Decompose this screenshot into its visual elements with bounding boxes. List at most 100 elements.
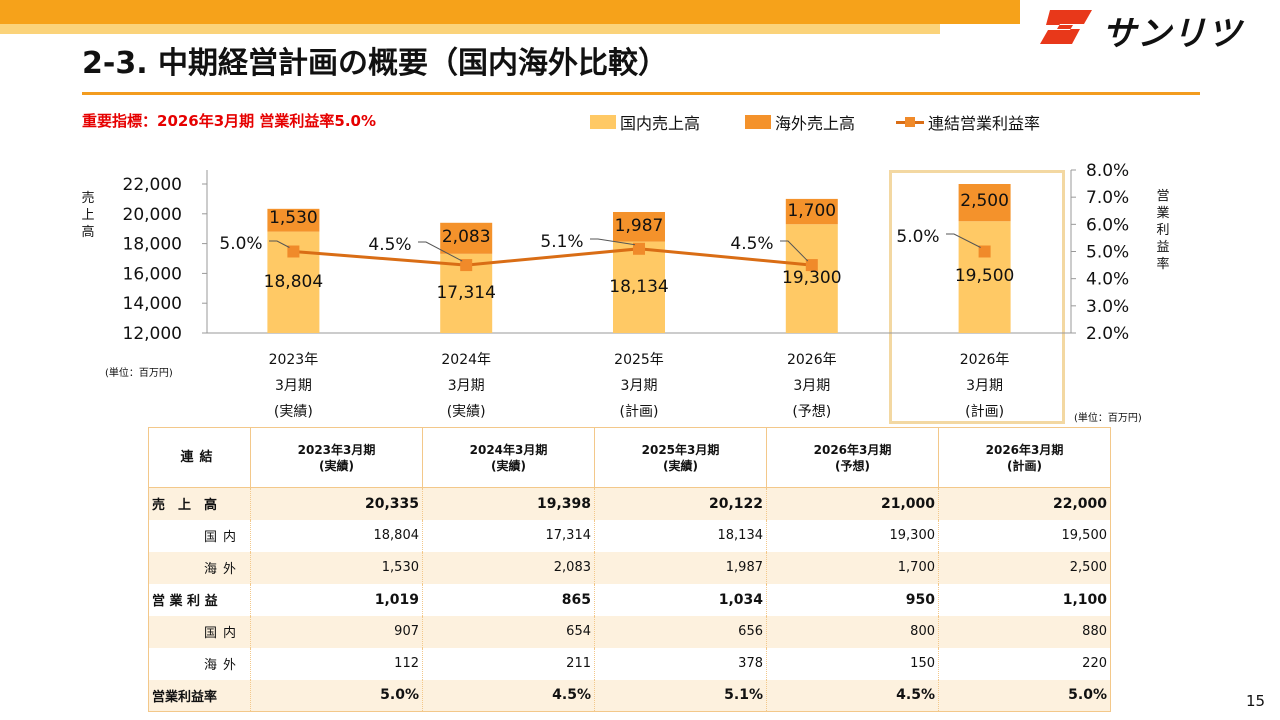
x-tick-label: 2023年 (269, 352, 319, 368)
x-tick-label: (実績) (274, 404, 313, 420)
table-cell: 865 (422, 583, 595, 616)
margin-line (293, 247, 812, 267)
y2-tick-label: 4.0% (1086, 270, 1129, 290)
data-label-overseas: 2,500 (960, 191, 1009, 211)
table-cell: 1,100 (938, 583, 1111, 616)
row-label: 営業利益率 (148, 679, 251, 712)
data-label-margin: 5.0% (896, 227, 939, 247)
y2-tick-label: 6.0% (1086, 215, 1129, 235)
legend-swatch-domestic (590, 115, 616, 129)
table-cell: 654 (422, 615, 595, 648)
col-header-status: (実績) (663, 458, 698, 473)
table-cell: 20,335 (250, 487, 423, 520)
table-cell: 5.1% (594, 679, 767, 712)
x-tick-label: 3月期 (448, 378, 485, 394)
key-indicator-text: 重要指標：2026年3月期 営業利益率5.0% (82, 112, 377, 130)
data-label-overseas: 1,987 (615, 216, 664, 236)
table-cell: 19,300 (766, 519, 939, 552)
chart-unit-right: (単位：百万円) (1074, 413, 1142, 424)
table-cell: 2,083 (422, 551, 595, 584)
margin-leader-line (780, 240, 809, 262)
y2-tick-label: 3.0% (1086, 297, 1129, 317)
x-tick-label: 2026年 (960, 352, 1010, 368)
table-row: 国内 18,804 17,314 18,134 19,300 19,500 (148, 519, 1111, 552)
table-cell: 17,314 (422, 519, 595, 552)
y-tick-label: 12,000 (123, 324, 182, 344)
table-cell: 4.5% (422, 679, 595, 712)
y-axis-label-right: 営業利益率 (1156, 189, 1170, 272)
table-col-header: 2025年3月期 (実績) (594, 427, 767, 488)
x-tick-label: 2025年 (614, 352, 664, 368)
table-corner-label: 連結 (148, 427, 251, 488)
col-header-period: 2026年3月期 (813, 442, 892, 457)
margin-marker (460, 259, 473, 272)
legend-domestic: 国内売上高 (590, 110, 700, 134)
x-tick-label: 2026年 (787, 352, 837, 368)
table-row: 売 上 高 20,335 19,398 20,122 21,000 22,000 (148, 487, 1111, 520)
legend-margin: 連結営業利益率 (896, 110, 1040, 134)
table-cell: 19,398 (422, 487, 595, 520)
table-cell: 211 (422, 647, 595, 680)
margin-marker (805, 259, 818, 272)
data-label-domestic: 18,134 (609, 277, 668, 297)
margin-leader-line (269, 240, 290, 248)
y2-tick-label: 5.0% (1086, 243, 1129, 263)
data-label-overseas: 2,083 (442, 227, 491, 247)
row-label: 海外 (148, 551, 251, 584)
x-tick-label: (計画) (965, 404, 1004, 420)
table-cell: 21,000 (766, 487, 939, 520)
col-header-period: 2025年3月期 (641, 442, 720, 457)
bar-domestic (785, 224, 838, 333)
table-cell: 950 (766, 583, 939, 616)
col-header-status: (実績) (491, 458, 526, 473)
top-accent-bar-light (0, 24, 940, 34)
data-label-domestic: 19,300 (782, 268, 841, 288)
table-cell: 880 (938, 615, 1111, 648)
row-label: 海外 (148, 647, 251, 680)
table-row: 営業利益率 5.0% 4.5% 5.1% 4.5% 5.0% (148, 679, 1111, 712)
y-tick-label: 16,000 (123, 264, 182, 284)
x-tick-label: 3月期 (275, 378, 312, 394)
bar-domestic (613, 241, 665, 333)
x-tick-label: (計画) (620, 404, 659, 420)
x-tick-label: 3月期 (621, 378, 658, 394)
data-label-domestic: 18,804 (264, 272, 323, 292)
margin-marker (978, 245, 991, 258)
top-accent-bar (0, 0, 1020, 24)
table-cell: 5.0% (250, 679, 423, 712)
company-logo: サンリツ (1040, 6, 1265, 54)
bar-overseas (958, 184, 1011, 222)
table-row: 海外 1,530 2,083 1,987 1,700 2,500 (148, 551, 1111, 584)
data-label-overseas: 1,530 (269, 208, 318, 228)
highlight-box-plan (889, 170, 1065, 424)
x-tick-label: 3月期 (966, 378, 1003, 394)
table-row: 営 業 利 益 1,019 865 1,034 950 1,100 (148, 583, 1111, 616)
margin-leader-line (590, 238, 636, 246)
table-cell: 4.5% (766, 679, 939, 712)
financial-table: 連結 2023年3月期 (実績) 2024年3月期 (実績) 2025年3月期 (実績… (148, 427, 1111, 712)
table-col-header: 2023年3月期 (実績) (250, 427, 423, 488)
x-tick-label: 2024年 (441, 352, 491, 368)
data-label-margin: 4.5% (368, 235, 411, 255)
x-tick-label: (実績) (447, 404, 486, 420)
bar-overseas (440, 222, 493, 254)
legend-label-margin: 連結営業利益率 (928, 114, 1041, 133)
col-header-period: 2023年3月期 (297, 442, 376, 457)
table-col-header: 2024年3月期 (実績) (422, 427, 595, 488)
table-header-row: 連結 2023年3月期 (実績) 2024年3月期 (実績) 2025年3月期 (実績… (148, 427, 1111, 488)
logo-mark-icon (1040, 10, 1092, 44)
table-cell: 5.0% (938, 679, 1111, 712)
bar-overseas (267, 208, 320, 232)
table-cell: 2,500 (938, 551, 1111, 584)
table-cell: 19,500 (938, 519, 1111, 552)
y2-tick-label: 7.0% (1086, 188, 1129, 208)
col-header-status: (実績) (319, 458, 354, 473)
row-label: 営 業 利 益 (148, 583, 251, 616)
page-title: 2-3. 中期経営計画の概要（国内海外比較） (82, 46, 669, 81)
legend-label-overseas: 海外売上高 (775, 114, 856, 133)
table-cell: 22,000 (938, 487, 1111, 520)
table-cell: 20,122 (594, 487, 767, 520)
y-tick-label: 14,000 (123, 294, 182, 314)
table-col-header: 2026年3月期 (計画) (938, 427, 1111, 488)
y-axis-label-left: 売上高 (81, 191, 95, 240)
